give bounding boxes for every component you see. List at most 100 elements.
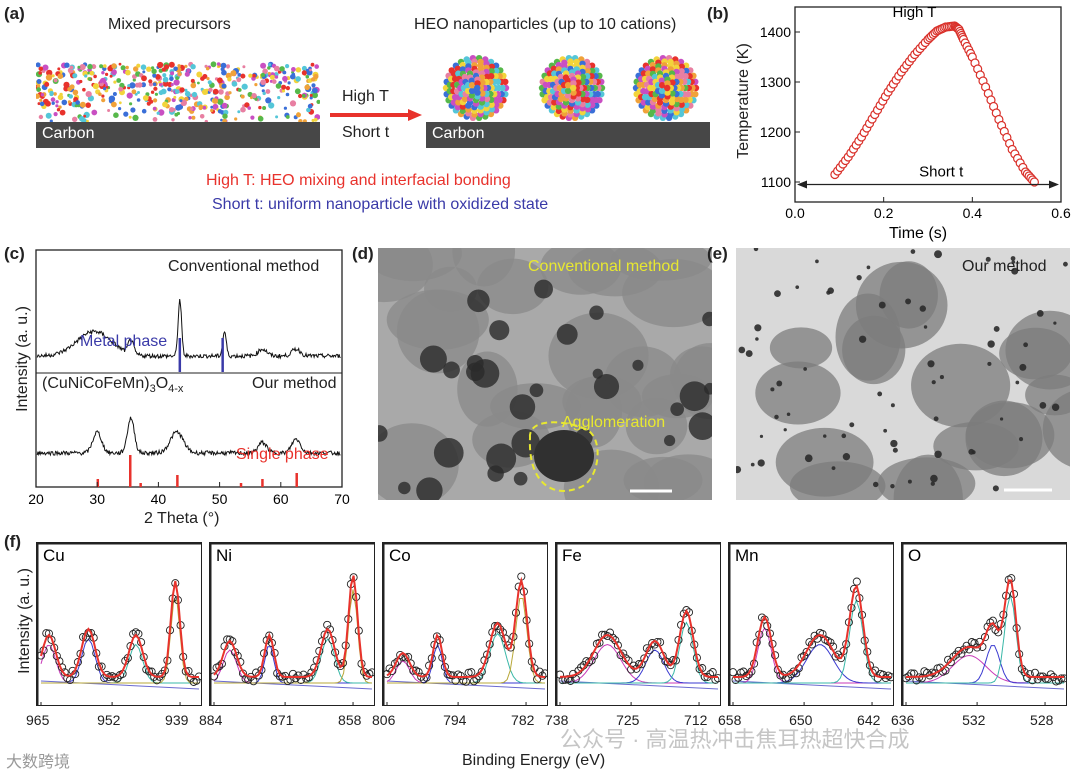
precursor-particle bbox=[216, 62, 221, 66]
precursor-particle bbox=[226, 64, 231, 69]
nanoparticle-dot bbox=[858, 335, 867, 343]
element-label: Ni bbox=[216, 546, 232, 565]
precursor-particle bbox=[314, 64, 320, 69]
xps-frame bbox=[556, 543, 720, 705]
nanoparticle-dot bbox=[487, 465, 504, 482]
precursor-particle bbox=[131, 89, 137, 95]
precursor-particle bbox=[82, 87, 86, 92]
nanoparticle-dot bbox=[443, 361, 460, 379]
precursor-particle bbox=[108, 95, 116, 102]
xps-tick-label: 782 bbox=[511, 712, 535, 728]
xps-data-point bbox=[102, 670, 111, 679]
precursor-particle bbox=[196, 71, 203, 78]
precursor-particle bbox=[39, 101, 45, 107]
precursor-particle bbox=[45, 112, 52, 119]
precursor-particle bbox=[123, 111, 129, 117]
precursor-particle bbox=[186, 68, 191, 73]
xps-data-point bbox=[729, 668, 738, 677]
precursor-particle bbox=[269, 74, 275, 80]
precursor-particle bbox=[305, 75, 310, 79]
precursor-particle bbox=[53, 78, 58, 83]
cation-atom bbox=[557, 73, 565, 81]
precursor-particle bbox=[212, 88, 219, 95]
cation-atom bbox=[678, 106, 685, 113]
precursor-particle bbox=[222, 118, 227, 122]
precursor-particle bbox=[309, 96, 313, 100]
precursor-particle bbox=[152, 73, 157, 78]
xps-data-point bbox=[1033, 675, 1042, 684]
precursor-particle bbox=[173, 79, 180, 86]
cation-atom bbox=[651, 95, 659, 103]
precursor-particle bbox=[53, 112, 58, 117]
nanoparticle-sphere bbox=[538, 55, 606, 122]
nanoparticle-dot bbox=[511, 428, 540, 458]
nanoparticle-dot bbox=[774, 290, 781, 298]
precursor-particle bbox=[221, 69, 227, 76]
cation-atom bbox=[669, 79, 676, 86]
cation-atom bbox=[488, 68, 495, 75]
precursor-particle bbox=[177, 64, 181, 68]
precursor-particle bbox=[301, 65, 307, 71]
panel-e-label: (e) bbox=[707, 244, 728, 263]
cation-atom bbox=[570, 80, 577, 87]
nanoparticle-dot bbox=[849, 422, 855, 428]
xps-data-point bbox=[265, 631, 274, 640]
precursor-particle bbox=[188, 116, 192, 120]
precursor-particle bbox=[210, 108, 214, 113]
precursor-particle bbox=[51, 74, 55, 78]
nanoparticle-dot bbox=[745, 350, 753, 358]
precursor-particle bbox=[63, 81, 70, 88]
precursor-particle bbox=[151, 68, 157, 74]
nanoparticle-dot bbox=[933, 416, 939, 422]
cation-atom bbox=[570, 89, 577, 96]
nanoparticle-dot bbox=[866, 265, 871, 270]
arrow-label-short-t: Short t bbox=[342, 124, 390, 141]
precursor-particle bbox=[251, 93, 257, 99]
precursor-particle bbox=[277, 96, 281, 100]
precursor-particle bbox=[72, 116, 78, 122]
precursor-particle bbox=[39, 98, 43, 102]
precursor-particle bbox=[162, 101, 168, 108]
nanoparticle-dot bbox=[878, 301, 886, 309]
note-high-t: High T: HEO mixing and interfacial bondi… bbox=[206, 172, 511, 189]
cation-atom bbox=[468, 82, 476, 89]
xps-data-point bbox=[461, 677, 471, 686]
precursor-particle bbox=[202, 74, 208, 79]
precursor-particle bbox=[176, 111, 180, 116]
two-theta-axis-label: 2 Theta (°) bbox=[144, 510, 220, 527]
precursor-particle bbox=[281, 89, 286, 93]
cation-atom bbox=[678, 68, 685, 75]
precursor-particle bbox=[36, 93, 40, 99]
peak-label: High T bbox=[893, 5, 937, 21]
precursor-particle bbox=[208, 87, 213, 92]
nanoparticle-dot bbox=[905, 298, 912, 305]
precursor-particle bbox=[313, 117, 318, 122]
xps-data-point bbox=[608, 633, 617, 642]
precursor-particle bbox=[236, 77, 242, 83]
precursor-particle bbox=[285, 64, 290, 69]
cation-atom bbox=[474, 80, 481, 87]
nanoparticle-dot bbox=[774, 414, 779, 420]
precursor-particle bbox=[205, 66, 210, 71]
precursor-particle bbox=[224, 94, 230, 101]
carbon-support-grain bbox=[911, 343, 1011, 428]
nanoparticle-dot bbox=[931, 380, 936, 385]
carbon-support-grain bbox=[855, 261, 948, 349]
precursor-particle bbox=[153, 98, 158, 103]
precursor-particle bbox=[202, 105, 207, 110]
precursor-particle bbox=[74, 104, 78, 108]
cation-atom bbox=[455, 99, 462, 106]
cation-atom bbox=[551, 99, 558, 106]
precursor-particle bbox=[105, 85, 109, 89]
nanoparticle-dot bbox=[968, 448, 975, 455]
xps-data-point bbox=[713, 674, 720, 683]
cation-atom bbox=[564, 82, 572, 89]
precursor-particle bbox=[307, 103, 313, 109]
precursor-particle bbox=[109, 74, 113, 78]
heo-nanoparticle-spheres bbox=[442, 55, 700, 122]
precursor-particle bbox=[103, 64, 107, 68]
precursor-particle bbox=[89, 70, 95, 76]
chart-b-frame bbox=[794, 6, 1062, 203]
xps-tick-label: 952 bbox=[97, 712, 121, 728]
nanoparticle-dot bbox=[927, 360, 935, 368]
